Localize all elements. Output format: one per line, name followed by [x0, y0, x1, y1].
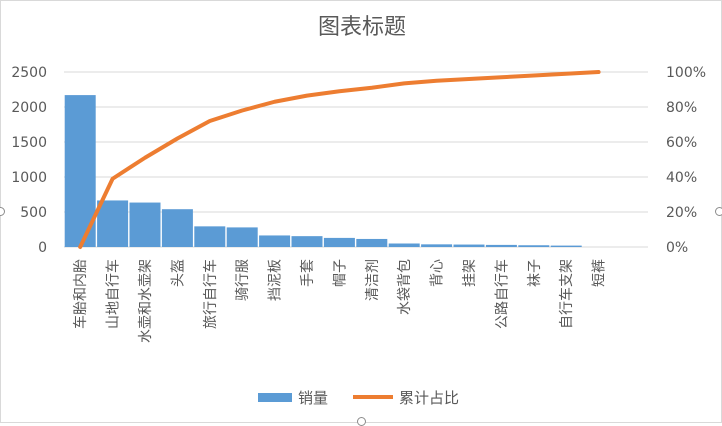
bar [194, 226, 226, 247]
bar [226, 227, 258, 247]
bar [259, 235, 291, 247]
y-right-tick-label: 40% [666, 170, 697, 186]
bar [453, 244, 485, 247]
x-tick-label: 挂架 [462, 259, 478, 287]
y-left-tick-label: 0 [38, 240, 47, 256]
resize-handle-bottom[interactable] [357, 417, 366, 426]
x-tick-label: 旅行自行车 [202, 259, 219, 329]
x-tick-label: 头盔 [170, 259, 186, 287]
y-right-tick-label: 100% [666, 65, 706, 81]
bar [485, 244, 517, 247]
y-left-tick-label: 500 [20, 205, 47, 221]
bar [97, 200, 129, 247]
y-right-tick-label: 0% [666, 240, 688, 256]
y-left-tick-label: 2500 [11, 65, 47, 81]
bar [323, 237, 355, 247]
y-right-tick-label: 60% [666, 135, 697, 151]
x-tick-label: 帽子 [332, 259, 348, 287]
x-tick-label: 水袋背包 [397, 259, 413, 315]
bar [550, 245, 582, 247]
x-tick-label: 骑行服 [235, 259, 251, 301]
x-tick-label: 水壶和水壶架 [138, 259, 154, 343]
x-tick-label: 车胎和内胎 [72, 259, 89, 329]
bar [388, 243, 420, 247]
x-tick-label: 短裤 [592, 259, 608, 287]
y-right-tick-label: 80% [666, 100, 697, 116]
x-tick-label: 山地自行车 [105, 259, 122, 329]
bar [161, 209, 193, 247]
y-left-tick-label: 2000 [11, 100, 47, 116]
x-tick-label: 清洁剂 [365, 259, 381, 301]
bar [356, 238, 388, 247]
resize-handle-left[interactable] [0, 207, 5, 216]
bar [291, 236, 323, 247]
legend-swatch-bar [258, 393, 292, 402]
bar [421, 244, 453, 247]
legend-label-line: 累计占比 [399, 389, 459, 407]
x-tick-label: 自行车支架 [558, 259, 575, 329]
x-tick-label: 手套 [300, 259, 316, 287]
bar [129, 202, 161, 247]
y-left-tick-label: 1000 [11, 170, 47, 186]
cumulative-line [78, 70, 601, 249]
y-left-tick-label: 1500 [11, 135, 47, 151]
legend-label-bar: 销量 [298, 389, 328, 407]
x-tick-label: 挡泥板 [268, 259, 284, 301]
x-tick-label: 袜子 [527, 259, 543, 287]
bar [518, 245, 550, 247]
chart-title: 图表标题 [317, 15, 406, 40]
x-tick-label: 背心 [430, 259, 446, 287]
y-right-tick-label: 20% [666, 205, 697, 221]
x-tick-label: 公路自行车 [493, 259, 510, 329]
resize-handle-right[interactable] [715, 207, 722, 216]
